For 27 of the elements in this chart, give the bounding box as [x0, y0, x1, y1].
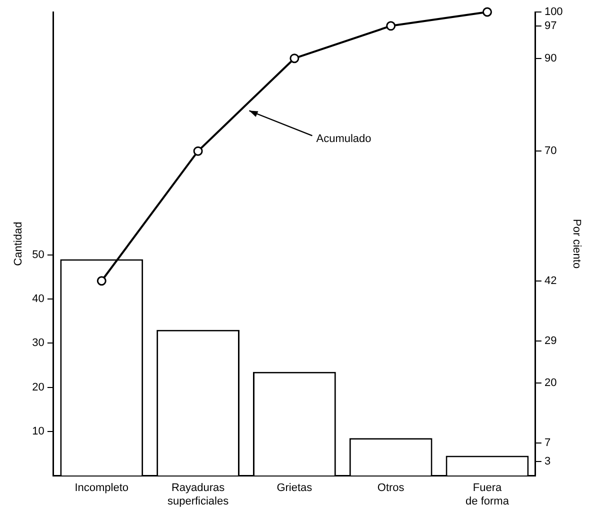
- y-tick-label: 20: [32, 381, 44, 394]
- y-axis-title: Cantidad: [12, 222, 25, 266]
- y2-tick-label: 29: [544, 335, 557, 348]
- y2-tick-label: 100: [544, 6, 563, 18]
- y2-tick-label: 97: [544, 20, 557, 32]
- x-tick-label: Fuera de forma: [466, 482, 510, 508]
- y2-tick-label: 70: [544, 145, 557, 158]
- point: [386, 21, 396, 31]
- y2-tick-label: 42: [544, 274, 557, 287]
- x-tick-label: Rayaduras superficiales: [167, 482, 230, 508]
- x-tick-label: Otros: [377, 482, 405, 494]
- y2-axis-title: Por ciento: [570, 219, 582, 269]
- y-tick-label: 50: [32, 248, 44, 261]
- point: [193, 146, 203, 156]
- y-tick-label: 10: [32, 425, 44, 438]
- y2-tick-label: 90: [544, 52, 557, 64]
- x-tick-label: Grietas: [276, 482, 313, 494]
- y2-tick-label: 3: [544, 456, 551, 468]
- point: [96, 276, 106, 286]
- y-tick-label: 40: [32, 293, 44, 306]
- y-tick-label: 30: [32, 337, 44, 350]
- point: [290, 54, 300, 64]
- y2-tick-label: 7: [544, 437, 551, 450]
- annotation: Acumulado: [316, 132, 372, 145]
- x-tick-label: Incompleto: [74, 482, 129, 494]
- y2-tick-label: 20: [544, 376, 557, 389]
- point: [482, 7, 492, 17]
